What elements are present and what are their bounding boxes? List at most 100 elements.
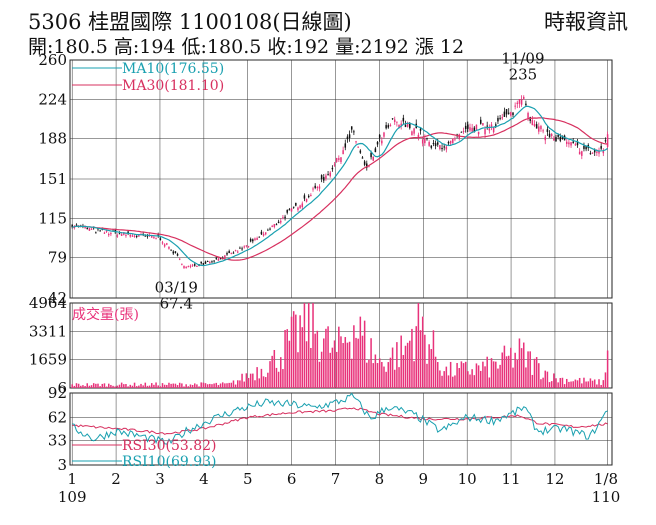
volume-bar bbox=[157, 385, 159, 388]
candle-body bbox=[600, 146, 602, 149]
volume-bar bbox=[525, 367, 527, 388]
candle-body bbox=[581, 151, 583, 156]
volume-bar bbox=[490, 358, 493, 388]
volume-bar bbox=[226, 383, 228, 388]
volume-bar bbox=[101, 383, 104, 388]
volume-bar bbox=[368, 359, 370, 388]
volume-bar bbox=[415, 326, 417, 388]
candle-body bbox=[606, 134, 609, 147]
candle-body bbox=[449, 140, 452, 144]
volume-bar bbox=[570, 381, 572, 388]
volume-bar bbox=[436, 362, 439, 388]
volume-bar bbox=[350, 358, 353, 388]
volume-bar bbox=[286, 329, 288, 388]
volume-bar bbox=[318, 361, 321, 388]
candle-body bbox=[123, 232, 125, 235]
volume-bar bbox=[99, 386, 101, 388]
candle-body bbox=[430, 145, 433, 148]
volume-bar bbox=[239, 380, 241, 388]
volume-bar bbox=[153, 384, 155, 388]
candle-body bbox=[260, 231, 263, 235]
volume-bar bbox=[189, 384, 192, 388]
candle-body bbox=[572, 141, 574, 144]
candle-body bbox=[602, 150, 605, 154]
price-tick-label: 79 bbox=[48, 249, 67, 267]
candle-body bbox=[393, 119, 396, 122]
volume-bar bbox=[540, 379, 542, 388]
volume-bar bbox=[479, 370, 482, 388]
candle-body bbox=[574, 144, 577, 146]
candle-body bbox=[176, 253, 179, 256]
volume-bar bbox=[583, 377, 585, 388]
candle-body bbox=[529, 117, 531, 121]
x-tick-year: 110 bbox=[592, 488, 621, 506]
candle-body bbox=[90, 228, 93, 230]
volume-bar bbox=[393, 369, 396, 388]
volume-bar bbox=[520, 348, 523, 388]
candle-body bbox=[516, 102, 519, 105]
volume-bar bbox=[518, 338, 521, 388]
candle-body bbox=[406, 122, 409, 127]
volume-bar bbox=[419, 330, 422, 388]
candle-body bbox=[477, 131, 480, 135]
candle-body bbox=[507, 112, 510, 114]
candle-body bbox=[533, 124, 536, 127]
volume-bar bbox=[112, 385, 114, 388]
candle-body bbox=[565, 141, 568, 144]
candle-body bbox=[570, 142, 572, 146]
candle-body bbox=[514, 105, 516, 107]
candle-body bbox=[99, 230, 101, 232]
volume-bar bbox=[602, 380, 605, 388]
candle-body bbox=[183, 266, 185, 269]
volume-bar bbox=[335, 351, 338, 388]
annotation-high-value: 235 bbox=[509, 65, 538, 83]
candle-body bbox=[368, 165, 370, 167]
volume-bar bbox=[252, 373, 254, 388]
candle-body bbox=[512, 112, 514, 116]
ma10-line bbox=[72, 105, 608, 267]
date-code: 1100108 bbox=[178, 10, 273, 34]
candle-body bbox=[546, 129, 549, 132]
candle-body bbox=[209, 262, 211, 264]
candle-body bbox=[204, 261, 207, 264]
volume-bar bbox=[215, 382, 218, 388]
volume-bar bbox=[228, 382, 230, 388]
candle-body bbox=[264, 232, 267, 235]
volume-bar bbox=[561, 377, 564, 388]
candle-body bbox=[71, 224, 73, 228]
candle-body bbox=[426, 138, 428, 140]
volume-bar bbox=[456, 362, 458, 388]
candle-body bbox=[161, 242, 164, 244]
candle-body bbox=[486, 125, 488, 127]
volume-bar bbox=[150, 383, 153, 388]
candle-body bbox=[396, 121, 398, 123]
volume-bar bbox=[400, 335, 402, 388]
volume-bar bbox=[578, 377, 581, 388]
volume-bar bbox=[194, 383, 196, 388]
volume-tick-label: 1659 bbox=[29, 351, 67, 369]
volume-bar bbox=[90, 385, 93, 388]
price-panel: 42 79 115 151 188 224 260 MA10(176.55)MA30(181.… bbox=[38, 49, 613, 312]
rsi-tick-label: 62 bbox=[48, 408, 67, 426]
rsi10-line bbox=[72, 392, 608, 445]
volume-bar bbox=[501, 352, 504, 388]
candle-body bbox=[376, 142, 379, 145]
volume-bar bbox=[277, 371, 280, 388]
candle-body bbox=[335, 157, 338, 162]
volume-bar bbox=[204, 383, 207, 388]
candle-body bbox=[185, 266, 187, 268]
candle-body bbox=[484, 129, 486, 135]
candle-body bbox=[550, 134, 553, 136]
volume-bar bbox=[200, 382, 202, 388]
candle-body bbox=[413, 128, 415, 134]
volume-bar bbox=[86, 383, 89, 388]
volume-bar bbox=[161, 383, 164, 388]
candle-body bbox=[462, 130, 465, 132]
candle-body bbox=[439, 145, 441, 150]
volume-bar bbox=[535, 357, 538, 388]
candle-body bbox=[228, 251, 230, 254]
volume-bar bbox=[140, 383, 142, 388]
